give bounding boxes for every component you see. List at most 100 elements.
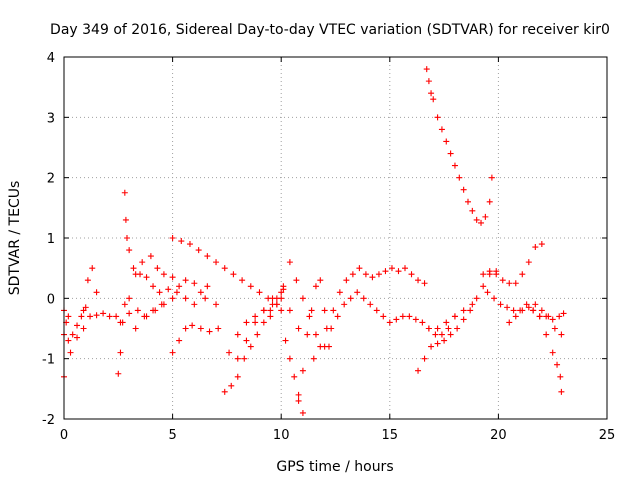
x-tick-label: 15 [382,428,399,443]
data-point [330,307,337,314]
data-point [267,313,274,320]
data-point [178,238,185,245]
data-point [117,349,124,356]
x-axis-label: GPS time / hours [276,459,393,475]
data-point [510,307,517,314]
data-point [430,96,437,103]
data-point [432,331,439,338]
data-point [321,343,328,350]
data-point [84,277,91,284]
data-point [558,331,565,338]
y-tick-label: 4 [47,51,55,66]
data-point [473,216,480,223]
data-point [484,289,491,296]
data-point [74,334,81,341]
data-point [122,216,129,223]
data-point [78,313,85,320]
chart-title: Day 349 of 2016, Sidereal Day-to-day VTE… [50,22,610,38]
data-point [382,268,389,275]
data-point [169,235,176,241]
data-point [473,295,480,302]
data-point [234,373,241,380]
series-arc-i [132,295,176,332]
data-point [186,241,193,248]
data-point [176,337,183,344]
series-arc-b [61,304,89,344]
data-point [213,301,220,308]
data-point [347,295,354,302]
data-point [423,66,430,73]
data-point [121,189,128,196]
series-arc-q [295,277,332,404]
data-point [226,349,233,356]
data-point [447,150,454,157]
data-point [65,313,72,320]
data-point [282,337,289,344]
x-tick-label: 20 [490,428,507,443]
data-point [486,268,493,275]
data-point [395,268,402,275]
data-point [525,304,532,311]
data-point [278,295,285,302]
data-point [65,337,72,344]
data-point [126,310,133,317]
data-point [191,280,198,287]
data-point [491,295,498,302]
data-point [434,325,441,332]
data-point [545,313,552,320]
data-point [213,259,220,266]
data-point [373,307,380,314]
series-arc-a [61,310,120,380]
series-arc-s [321,289,458,350]
data-point [421,355,428,362]
data-point [304,331,311,338]
data-point [447,331,454,338]
data-point [506,319,513,326]
y-tick-label: 0 [47,292,55,307]
data-point [143,274,150,281]
data-point [419,319,426,326]
data-point [554,361,561,368]
data-point [132,325,139,332]
data-point [202,295,209,302]
data-point [512,280,519,287]
data-point [234,355,241,362]
data-point [557,373,564,380]
data-point [486,198,493,205]
data-point [286,259,293,266]
x-tick-label: 5 [168,428,176,443]
data-point [269,295,276,302]
data-point [434,340,441,347]
data-point [386,319,393,326]
data-point [464,198,471,205]
data-point [425,78,432,85]
series-arc-u [415,271,500,374]
y-axis-label: SDTVAR / TECUs [7,181,23,296]
data-point [438,331,445,338]
data-point [380,313,387,320]
series-arc-p [278,307,306,416]
data-point [328,325,335,332]
data-point [82,304,89,311]
x-tick-label: 10 [273,428,290,443]
data-point [356,265,363,272]
data-point [197,289,204,296]
data-point [408,271,415,278]
data-point [549,316,556,323]
data-point [532,244,539,251]
data-point [469,207,476,214]
data-point [89,265,96,272]
data-point [80,307,87,314]
data-point [460,316,467,323]
data-point [239,277,246,284]
data-point [139,259,146,266]
data-point [169,295,176,302]
data-point [460,307,467,314]
data-point [523,301,530,308]
data-point [556,313,563,320]
data-point [189,322,196,329]
data-point [221,388,228,395]
data-point [480,271,487,278]
data-point [126,295,133,302]
